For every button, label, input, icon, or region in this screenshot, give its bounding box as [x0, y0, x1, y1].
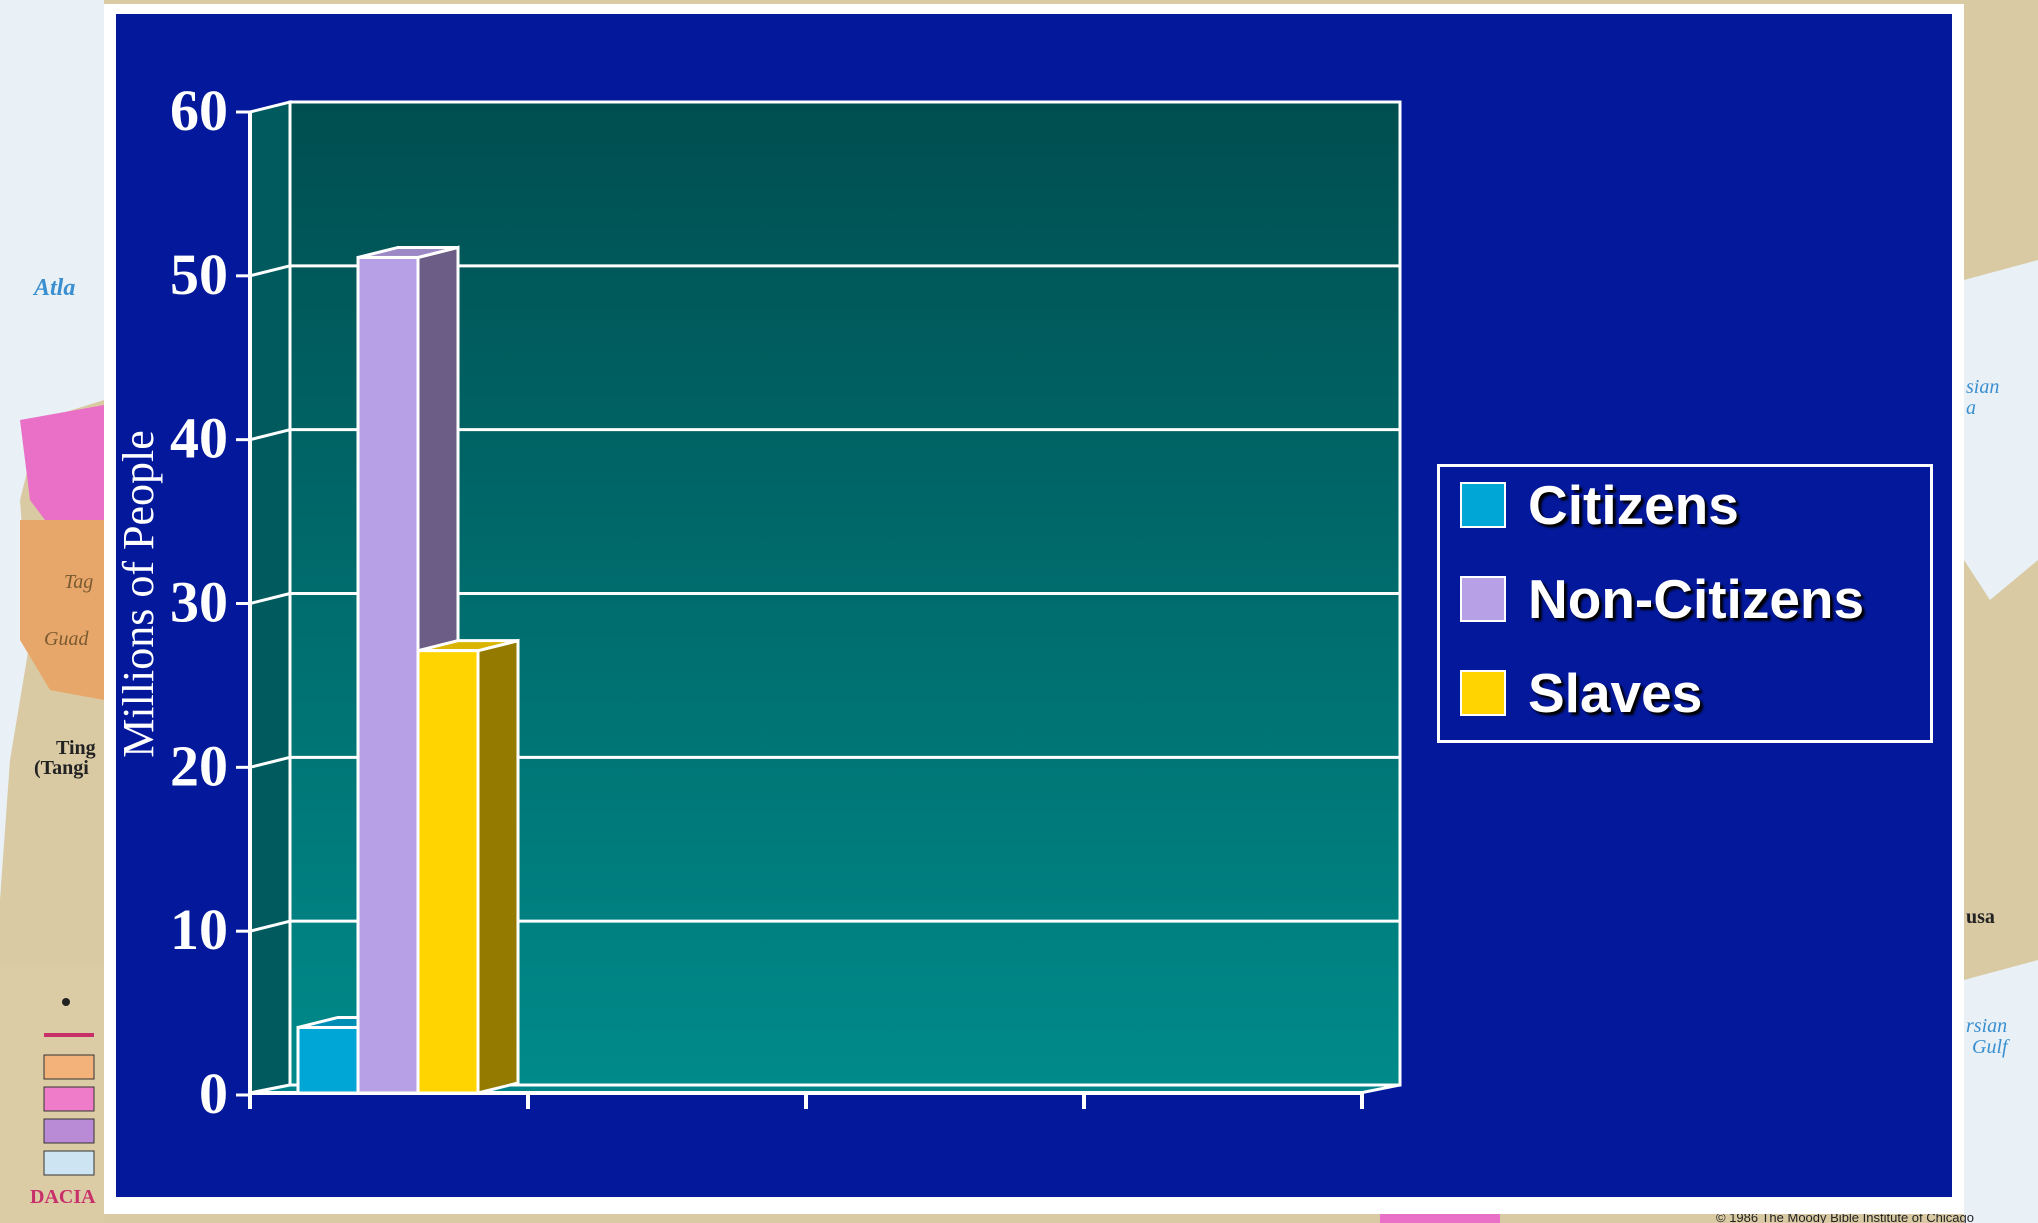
map-region-pink	[20, 405, 104, 540]
map-label-usa: usa	[1966, 906, 1995, 928]
map-label-persian: rsian	[1966, 1015, 2007, 1037]
y-tick-label: 60	[170, 78, 228, 143]
y-axis-label: Millions of People	[114, 430, 163, 758]
gridline-side	[249, 919, 291, 933]
y-tick-labels: 0 10 20 30 40 50 60	[170, 78, 228, 1126]
bars	[296, 245, 520, 1095]
bar-front-face	[296, 1025, 360, 1095]
y-tick-label: 30	[170, 570, 228, 635]
y-tick-label: 0	[199, 1061, 228, 1126]
legend: Citizens Non-Citizens Slaves	[1437, 464, 1933, 743]
legend-item-non-citizens: Non-Citizens	[1460, 568, 1864, 630]
bar-side-face	[476, 638, 520, 1095]
legend-swatch	[1460, 670, 1506, 716]
bar-slaves	[416, 638, 520, 1095]
legend-swatch	[1460, 482, 1506, 528]
y-tick-label: 40	[170, 406, 228, 471]
gridline-side	[249, 755, 291, 769]
gridline-side	[249, 264, 291, 278]
legend-label: Non-Citizens	[1528, 568, 1865, 630]
map-label-tagus: Tag	[64, 571, 93, 593]
y-tick-label: 20	[170, 733, 228, 798]
bar-front-face	[356, 255, 420, 1095]
map-label-caspian-2: a	[1966, 397, 1976, 419]
gridlines	[236, 110, 1400, 1097]
map-label-atlantic: Atla	[32, 275, 75, 301]
map-label-caspian: sian	[1966, 376, 1999, 398]
legend-label: Citizens	[1528, 474, 1739, 536]
bar-front-face	[416, 649, 480, 1095]
legend-label: Slaves	[1528, 662, 1703, 724]
map-label-tangier: (Tangi	[34, 757, 89, 779]
map-label-tingis: Ting	[56, 737, 96, 759]
map-label-guadiana: Guad	[44, 628, 89, 650]
y-tick-label: 50	[170, 242, 228, 307]
gridline-side	[249, 428, 291, 442]
map-label-gulf: Gulf	[1972, 1036, 2010, 1058]
y-tick-label: 10	[170, 897, 228, 962]
legend-item-citizens: Citizens	[1460, 474, 1739, 536]
legend-item-slaves: Slaves	[1460, 662, 1702, 724]
legend-swatch	[1460, 576, 1506, 622]
gridline-side	[249, 592, 291, 605]
map-label-dacia: DACIA	[30, 1186, 96, 1208]
map-region-orange	[20, 520, 104, 700]
